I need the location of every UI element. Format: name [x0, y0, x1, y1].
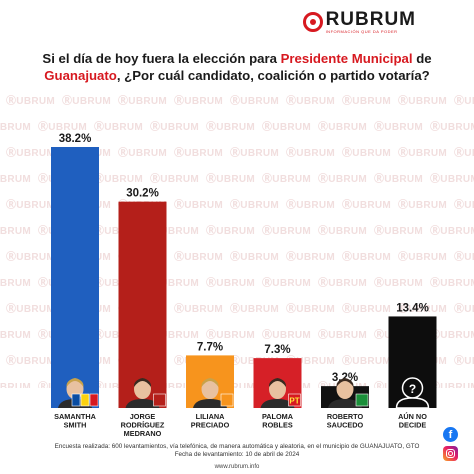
party-logo-icon	[220, 393, 234, 407]
chart-title: Si el día de hoy fuera la elección para …	[20, 50, 454, 84]
party-logo-icon	[288, 393, 301, 407]
brand-mark-icon	[302, 12, 323, 32]
candidate-photo-liliana-preciado	[193, 378, 227, 408]
brand-logo: RUBRUM INFORMACIÓN QUE DA PODER	[302, 9, 416, 34]
value-label-liliana-preciado: 7.7%	[197, 341, 223, 353]
value-label-samantha-smith: 38.2%	[59, 133, 92, 145]
party-logo-icon	[355, 393, 369, 407]
category-label-paloma-robles: PALOMA	[262, 412, 294, 421]
category-label-roberto-saucedo: SAUCEDO	[327, 421, 364, 430]
party-logo-icon	[71, 393, 81, 407]
brand-tagline: INFORMACIÓN QUE DA PODER	[325, 29, 398, 34]
category-label-jorge-rodriguez-medrano: MEDRANO	[124, 429, 162, 438]
website-url[interactable]: www.rubrum.info	[214, 464, 260, 470]
party-logo-icon	[80, 393, 90, 407]
category-label-samantha-smith: SAMANTHA	[54, 412, 96, 421]
candidate-photo-aun-no-decide	[395, 377, 430, 409]
category-label-jorge-rodriguez-medrano: RODRÍGUEZ	[121, 421, 165, 430]
category-label-liliana-preciado: LILIANA	[196, 412, 226, 421]
bar-jorge-rodriguez-medrano	[118, 201, 167, 408]
category-label-jorge-rodriguez-medrano: JORGE	[130, 412, 156, 421]
category-label-liliana-preciado: PRECIADO	[191, 421, 230, 430]
category-label-aun-no-decide: AÚN NO	[398, 412, 427, 421]
instagram-icon[interactable]	[443, 446, 458, 461]
title-part1: Si el día de hoy fuera la elección para	[42, 51, 281, 66]
bar-samantha-smith	[51, 147, 99, 408]
question-mark-icon: ?	[409, 382, 416, 396]
category-label-aun-no-decide: DECIDE	[399, 421, 427, 430]
title-highlight-office: Presidente Municipal	[280, 51, 413, 66]
party-logo-label: PT	[289, 397, 299, 406]
category-label-paloma-robles: ROBLES	[262, 421, 293, 430]
party-logo-icon	[89, 393, 99, 407]
candidate-photo-paloma-robles	[260, 378, 295, 408]
footer-note: Encuesta realizada: 600 levantamientos, …	[0, 443, 474, 459]
footer-date: Fecha de levantamiento: 10 de abril de 2…	[174, 451, 300, 458]
footer-methodology: Encuesta realizada: 600 levantamientos, …	[54, 443, 420, 450]
value-label-paloma-robles: 7.3%	[264, 344, 290, 356]
category-label-roberto-saucedo: ROBERTO	[327, 412, 364, 421]
brand-name: RUBRUM	[325, 9, 416, 30]
party-logo-icon	[153, 393, 166, 407]
category-label-samantha-smith: SMITH	[64, 421, 87, 430]
facebook-icon[interactable]: f	[443, 427, 458, 442]
value-label-jorge-rodriguez-medrano: 30.2%	[126, 188, 159, 200]
title-part2: de	[412, 51, 432, 66]
title-highlight-city: Guanajuato	[44, 68, 117, 83]
candidate-photo-jorge-rodriguez-medrano	[125, 378, 160, 408]
title-part3: , ¿Por cuál candidato, coalición o parti…	[116, 68, 430, 83]
candidate-photo-roberto-saucedo	[328, 378, 362, 408]
value-label-aun-no-decide: 13.4%	[396, 302, 429, 314]
